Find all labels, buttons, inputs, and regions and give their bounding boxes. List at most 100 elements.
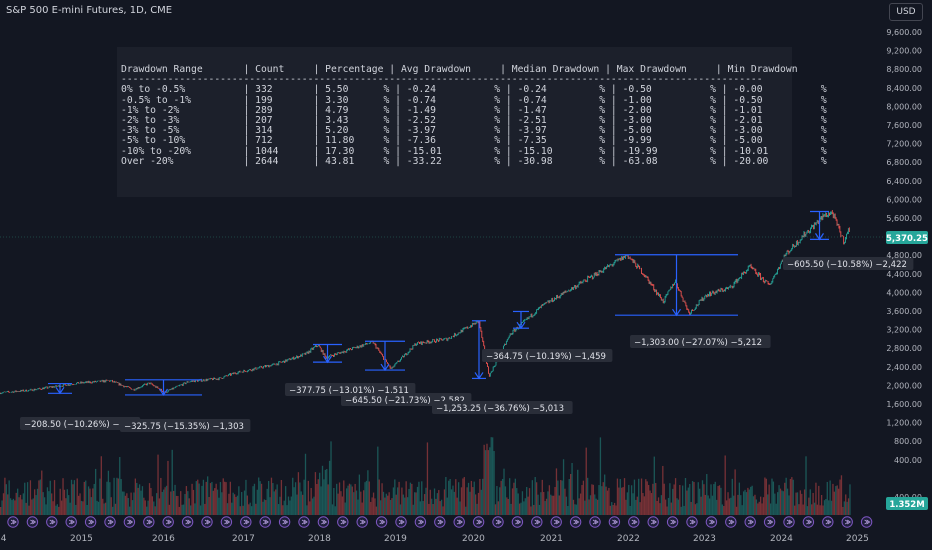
volume-bar [772,481,775,515]
volume-bar [331,504,334,515]
volume-bar [357,499,359,515]
volume-bar [65,498,67,515]
volume-bar [663,483,665,515]
volume-bar [362,490,365,515]
volume-bar [185,486,188,515]
flag-icon [589,516,601,528]
arrow-down-icon [380,363,390,372]
chevron-icon [650,519,657,525]
volume-bar [307,480,309,515]
chevron-icon [864,519,871,525]
volume-bar [535,482,538,515]
chevron-icon [767,519,774,525]
volume-bar [109,482,111,515]
volume-bar [340,491,342,515]
price-axis[interactable]: 9,600.00 9,200.00 8,800.00 8,400.00 8,000.00… [886,28,922,502]
volume-bar [490,437,492,515]
flag-icon [860,516,873,528]
volume-bar [510,503,512,515]
volume-bar [286,505,288,515]
volume-bar [640,478,643,515]
volume-bar [599,437,602,515]
flag-icon [317,516,330,528]
volume-bar [141,486,144,515]
drawdown-label-bg [432,401,573,414]
arrow-down-icon [474,372,484,380]
time-tick-label: 2025 [846,534,869,544]
volume-bar [405,481,407,515]
flag-icon [123,516,136,528]
volume-bar [167,460,169,515]
volume-bar [571,462,573,515]
volume-bar [438,490,440,515]
volume-bar [638,478,640,515]
volume-bar [744,489,746,515]
drawdown-label-bg [783,257,914,270]
time-tick-label: 2024 [770,534,793,544]
flag-icon [434,516,446,528]
volume-bar [205,481,207,515]
volume-bar [598,485,600,515]
volume-bar [116,477,118,515]
volume-bar [723,505,725,515]
volume-bar [779,488,782,515]
volume-bar [411,483,413,515]
volume-bar [499,487,501,515]
price-tick-label: 4,000.00 [886,288,922,297]
volume-bar [367,470,369,515]
chevron-icon [437,519,444,525]
chevron-icon [88,519,95,525]
table-row: 0% to -0.5% | 332 | 5.50 % | -0.24 % | -… [121,84,827,96]
volume-bar [619,479,621,515]
volume-bar [477,492,480,515]
volume-bar [29,480,32,515]
volume-bar [511,488,514,515]
volume-bar [594,494,596,515]
flag-icon [608,516,621,528]
arrow-down-icon [672,308,681,317]
volume-bar [517,493,519,515]
volume-bar [436,493,439,515]
volume-bar [426,442,429,515]
volume-bar [509,478,511,515]
time-tick-label: 2015 [70,534,93,544]
volume-bar [514,478,516,515]
volume-bar [289,500,291,515]
table-row: -10% to -20% | 1044 | 17.30 % | -15.01 %… [121,145,827,157]
chevron-icon [185,519,192,525]
volume-bar [377,446,379,515]
volume-bar [782,491,784,515]
volume-bar [267,480,270,515]
volume-bar [555,468,558,515]
volume-bar [337,493,339,515]
volume-bar [228,493,230,515]
volume-bar [754,494,756,515]
volume-bar [727,492,729,515]
volume-bar [319,472,321,515]
volume-bar [117,478,119,515]
flag-icon [181,516,194,528]
volume-bar [777,492,779,515]
chevron-icon [107,519,114,525]
volume-bar [309,501,311,515]
drawdown-label: −1,253.25 (−36.76%) −5,013 [436,404,564,414]
volume-bar [277,504,280,515]
currency-button[interactable]: USD [889,3,923,21]
volume-bar [419,501,421,515]
volume-bar [785,477,787,515]
volume-bar [114,503,117,515]
volume-bar [330,441,332,515]
flag-icon [550,516,562,528]
time-axis[interactable]: 14 2015 2016 2017 2018 2019 2020 2021 2022 2023 20… [0,534,869,544]
volume-bar [371,497,373,515]
volume-bar [112,506,114,515]
volume-bar [68,495,70,515]
volume-bar [473,481,475,515]
volume-bar [398,481,400,515]
volume-bar [211,481,213,515]
volume-bar [813,502,816,515]
volume-bar [622,487,624,515]
volume-bar [421,481,423,515]
chevron-icon [30,519,37,525]
